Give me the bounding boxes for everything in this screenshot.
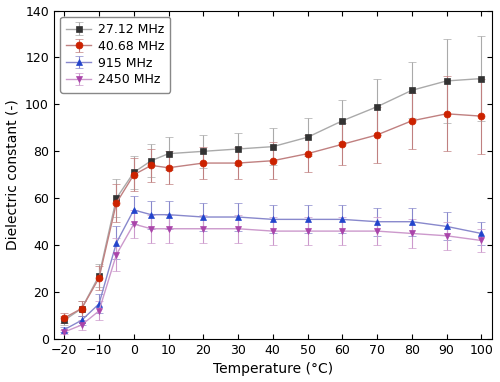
Legend: 27.12 MHz, 40.68 MHz, 915 MHz, 2450 MHz: 27.12 MHz, 40.68 MHz, 915 MHz, 2450 MHz (60, 17, 170, 92)
Y-axis label: Dielectric constant (-): Dielectric constant (-) (6, 99, 20, 250)
X-axis label: Temperature (°C): Temperature (°C) (212, 363, 333, 376)
